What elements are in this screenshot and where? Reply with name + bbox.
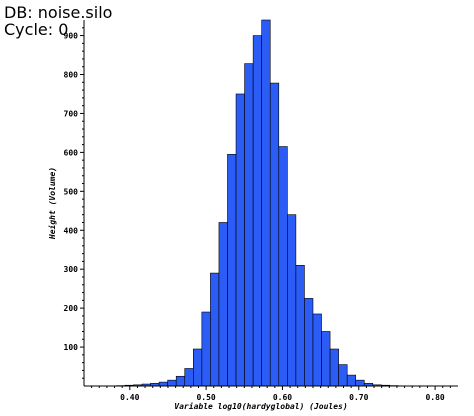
histogram-bar bbox=[261, 19, 271, 387]
db-info: DB: noise.silo Cycle: 0 bbox=[4, 4, 112, 38]
histogram-bar bbox=[338, 364, 348, 387]
histogram-bar bbox=[329, 348, 339, 387]
histogram-bar bbox=[175, 375, 186, 387]
histogram-bar bbox=[269, 82, 280, 387]
y-tick-label: 100 bbox=[64, 343, 79, 352]
histogram-bar bbox=[201, 311, 211, 387]
histogram-bar bbox=[210, 272, 220, 387]
histogram-bar bbox=[312, 313, 322, 387]
y-tick-label: 400 bbox=[64, 226, 79, 235]
histogram-bar bbox=[244, 63, 254, 387]
histogram-bar bbox=[346, 374, 357, 387]
histogram-bar bbox=[235, 93, 245, 387]
x-tick-label: 0.70 bbox=[349, 393, 368, 402]
y-axis-title: Height (Volume) bbox=[47, 167, 57, 240]
y-tick-label: 300 bbox=[64, 265, 79, 274]
histogram-bar bbox=[252, 35, 262, 387]
x-tick-label: 0.40 bbox=[120, 393, 139, 402]
histogram-bar bbox=[218, 222, 228, 387]
histogram-bar bbox=[192, 348, 203, 387]
histogram-bar bbox=[278, 146, 288, 387]
histogram-bar bbox=[287, 214, 297, 387]
histogram-bar bbox=[227, 154, 237, 387]
histogram-bar bbox=[304, 298, 314, 387]
bars-group bbox=[116, 19, 399, 387]
x-tick-label: 0.50 bbox=[196, 393, 215, 402]
y-tick-label: 700 bbox=[64, 109, 79, 118]
y-tick-label: 800 bbox=[64, 71, 79, 80]
histogram-bar bbox=[321, 331, 331, 387]
y-tick-label: 900 bbox=[64, 32, 79, 41]
histogram-bar bbox=[167, 379, 177, 387]
y-tick-label: 500 bbox=[64, 187, 79, 196]
histogram-bar bbox=[295, 264, 305, 387]
x-tick-label: 0.80 bbox=[425, 393, 444, 402]
db-name-label: DB: noise.silo bbox=[4, 3, 113, 22]
x-tick-label: 0.60 bbox=[273, 393, 292, 402]
y-tick-label: 600 bbox=[64, 148, 79, 157]
histogram-bar bbox=[184, 368, 194, 387]
histogram-bar bbox=[158, 381, 168, 387]
cycle-label: Cycle: 0 bbox=[4, 20, 69, 39]
y-tick-label: 200 bbox=[64, 304, 79, 313]
histogram-bar bbox=[355, 379, 365, 387]
x-axis-title: Variable log10(hardyglobal) (Joules) bbox=[174, 401, 347, 411]
axes-group: 100 200 300 400 500 600 700 800 900 0.40 0.50 0.60 0… bbox=[64, 20, 458, 402]
